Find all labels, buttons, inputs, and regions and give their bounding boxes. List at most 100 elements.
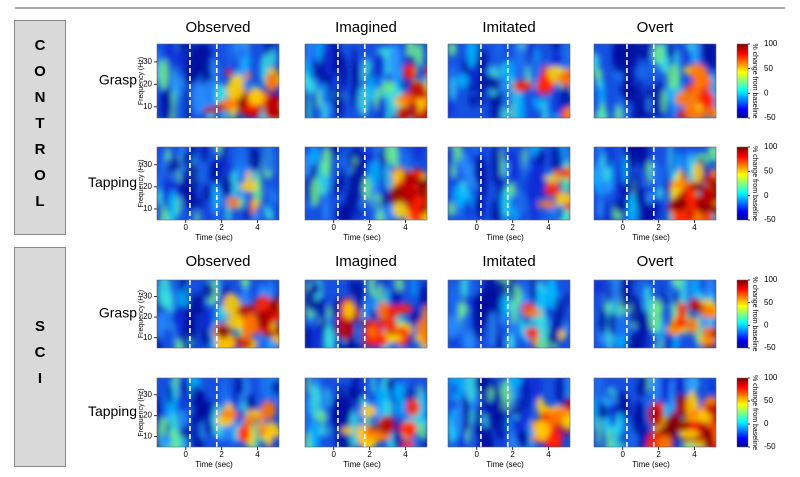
texture-blob — [357, 85, 370, 117]
hot-blob — [274, 324, 279, 336]
panel-frame — [593, 43, 717, 119]
hot-blob — [408, 80, 427, 100]
texture-blob — [502, 148, 512, 163]
texture-blob — [455, 158, 460, 182]
hot-blob — [370, 321, 387, 330]
y-tick-label: 30 — [143, 390, 152, 399]
panel-frame — [156, 279, 280, 349]
texture-blob — [309, 282, 321, 295]
texture-blob — [200, 311, 214, 331]
hot-blob — [677, 302, 688, 319]
hot-blob — [698, 90, 714, 107]
group-label: SCI — [31, 318, 49, 396]
texture-blob — [596, 196, 605, 220]
texture-blob — [514, 92, 525, 118]
hot-blob — [513, 80, 530, 93]
texture-blob — [157, 280, 171, 309]
spectrogram — [305, 378, 427, 447]
texture-blob — [509, 396, 524, 417]
hot-blob — [240, 180, 258, 192]
texture-blob — [382, 399, 393, 418]
texture-blob — [594, 52, 600, 73]
texture-blob — [503, 87, 514, 111]
hot-blob — [219, 409, 239, 420]
texture-blob — [708, 44, 716, 71]
hot-blob — [565, 202, 570, 212]
hot-blob — [686, 316, 698, 335]
texture-blob — [237, 46, 248, 59]
texture-blob — [615, 200, 628, 214]
hot-blob — [672, 320, 687, 328]
hot-blob — [261, 330, 276, 338]
hot-blob — [398, 303, 412, 314]
texture-blob — [321, 102, 327, 118]
hot-blob — [378, 415, 396, 435]
texture-blob — [264, 185, 277, 211]
panel-frame — [593, 279, 717, 349]
texture-blob — [648, 297, 663, 333]
x-tick-label: 4 — [692, 223, 697, 232]
texture-blob — [674, 378, 684, 400]
spectrogram-texture — [305, 378, 427, 447]
texture-blob — [413, 147, 424, 161]
texture-blob — [551, 319, 558, 346]
texture-blob — [385, 162, 390, 190]
y-tick-label: 30 — [143, 57, 152, 66]
hot-blob — [410, 168, 424, 177]
panel-frame — [304, 377, 428, 448]
hot-blob — [264, 431, 273, 447]
texture-blob — [615, 164, 624, 200]
hot-blob — [384, 333, 403, 342]
y-axis-label: Frequency (Hz) — [138, 57, 145, 105]
texture-blob — [271, 380, 279, 395]
hot-blob — [555, 73, 570, 85]
texture-blob — [157, 394, 161, 430]
texture-blob — [157, 188, 163, 207]
texture-blob — [333, 177, 341, 197]
spectrogram — [448, 280, 570, 348]
texture-blob — [514, 48, 528, 78]
spectrogram-texture — [594, 44, 716, 118]
hot-blob — [669, 180, 689, 188]
texture-blob — [531, 192, 538, 220]
texture-blob — [184, 61, 191, 86]
texture-blob — [506, 182, 517, 197]
panel-frame — [156, 146, 280, 221]
texture-blob — [201, 147, 208, 164]
texture-blob — [627, 193, 637, 220]
x-axis-label: Time (sec) — [486, 460, 524, 469]
hot-blob — [385, 305, 402, 317]
hot-blob — [217, 324, 231, 339]
texture-blob — [448, 201, 456, 217]
hot-blob — [276, 307, 279, 315]
texture-blob — [625, 44, 637, 63]
texture-blob — [556, 378, 563, 409]
texture-blob — [167, 155, 181, 174]
hot-blob — [401, 440, 415, 447]
hot-blob — [377, 301, 390, 320]
hot-blob — [562, 415, 570, 430]
texture-blob — [622, 153, 628, 185]
hot-blob — [278, 69, 279, 76]
hot-blob — [395, 106, 413, 118]
colorbar — [736, 43, 749, 119]
texture-blob — [316, 89, 322, 110]
texture-blob — [337, 384, 346, 418]
x-tick-label: 0 — [331, 450, 336, 459]
texture-blob — [324, 324, 335, 348]
texture-blob — [157, 173, 163, 194]
x-tick-label: 0 — [620, 450, 625, 459]
hot-blob — [715, 407, 716, 417]
texture-blob — [306, 44, 312, 67]
texture-blob — [618, 432, 624, 446]
texture-blob — [450, 378, 465, 402]
y-tick-label: 20 — [143, 79, 152, 88]
colorbar-label: % change from baseline — [751, 375, 758, 450]
spectrogram-texture — [448, 44, 570, 118]
hot-blob — [707, 182, 716, 190]
x-axis-label: Time (sec) — [486, 233, 524, 242]
texture-blob — [367, 74, 376, 102]
hot-blob — [422, 305, 427, 327]
hot-blob — [563, 107, 570, 118]
texture-blob — [478, 160, 487, 197]
